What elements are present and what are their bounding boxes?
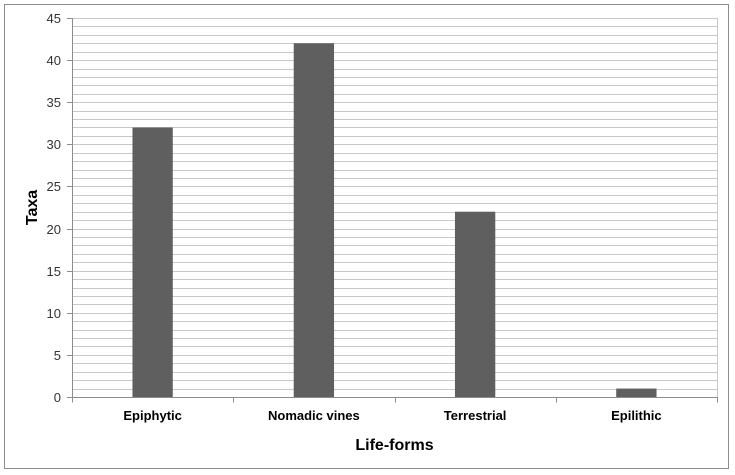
x-axis-title: Life-forms (355, 437, 433, 454)
y-tick-label: 5 (54, 348, 61, 363)
y-tick-label: 45 (47, 11, 61, 26)
category-label: Terrestrial (444, 408, 507, 423)
category-label: Epiphytic (123, 408, 182, 423)
y-tick-label: 40 (47, 53, 61, 68)
axes (67, 18, 718, 403)
category-label: Epilithic (611, 408, 662, 423)
y-tick-label: 15 (47, 264, 61, 279)
bar (616, 388, 657, 397)
bar (454, 211, 496, 397)
x-category-labels: Epiphytic Nomadic vines Terrestrial Epilith… (123, 408, 661, 423)
y-tick-label: 35 (47, 95, 61, 110)
bars (132, 43, 657, 398)
bar (132, 127, 173, 397)
y-tick-label: 20 (47, 222, 61, 237)
category-label: Nomadic vines (268, 408, 360, 423)
y-tick-label: 0 (54, 390, 61, 405)
y-axis-title: Taxa (24, 190, 41, 225)
gridlines (72, 18, 718, 398)
y-tick-label: 30 (47, 137, 61, 152)
y-tick-label: 25 (47, 179, 61, 194)
y-tick-labels: 0 5 10 15 20 25 30 35 40 45 (47, 11, 61, 405)
chart-frame (4, 4, 729, 469)
y-tick-label: 10 (47, 306, 61, 321)
bar (293, 43, 335, 398)
